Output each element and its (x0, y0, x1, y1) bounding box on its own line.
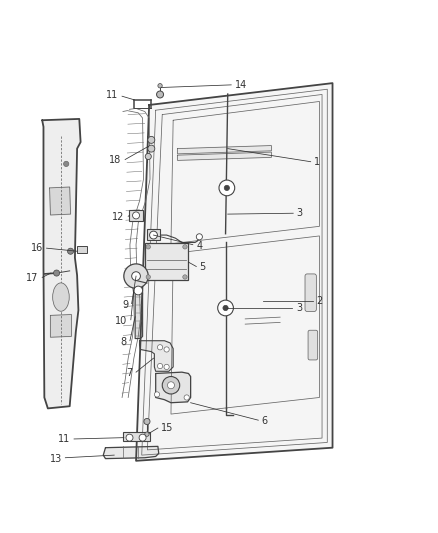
Polygon shape (103, 446, 159, 458)
FancyBboxPatch shape (308, 330, 318, 360)
Circle shape (150, 231, 157, 239)
Circle shape (164, 347, 169, 352)
Circle shape (196, 234, 202, 240)
Circle shape (53, 270, 60, 276)
Circle shape (132, 272, 141, 280)
Text: 18: 18 (110, 156, 122, 165)
Text: 11: 11 (58, 434, 71, 444)
Circle shape (67, 248, 74, 254)
Circle shape (145, 154, 151, 159)
Text: 7: 7 (126, 368, 133, 378)
Circle shape (219, 180, 235, 196)
Polygon shape (42, 119, 81, 408)
Bar (130, 210, 143, 221)
Circle shape (146, 245, 150, 249)
Text: 13: 13 (49, 454, 62, 464)
Polygon shape (177, 146, 272, 154)
Circle shape (126, 434, 133, 441)
Polygon shape (135, 293, 143, 338)
Text: 15: 15 (161, 423, 174, 433)
Text: 1: 1 (314, 157, 320, 167)
Circle shape (148, 136, 155, 143)
Text: 6: 6 (262, 416, 268, 426)
Circle shape (145, 432, 149, 437)
Text: 11: 11 (106, 91, 119, 100)
Text: 3: 3 (297, 208, 303, 218)
Text: 12: 12 (112, 212, 125, 222)
Text: 16: 16 (31, 243, 43, 253)
Circle shape (183, 275, 187, 279)
Polygon shape (49, 187, 71, 215)
Bar (123, 432, 150, 441)
Circle shape (134, 286, 143, 295)
Circle shape (184, 395, 189, 400)
Text: 3: 3 (296, 303, 302, 313)
Bar (77, 246, 87, 253)
Text: 5: 5 (199, 262, 205, 272)
Circle shape (133, 212, 140, 219)
Circle shape (218, 300, 233, 316)
Circle shape (157, 345, 162, 350)
Circle shape (164, 364, 169, 369)
Circle shape (167, 382, 174, 389)
Circle shape (156, 91, 163, 98)
Circle shape (158, 84, 162, 88)
Text: 8: 8 (120, 337, 127, 346)
Circle shape (162, 376, 180, 394)
Text: 2: 2 (316, 296, 322, 306)
Polygon shape (155, 372, 191, 403)
Bar (145, 244, 188, 280)
Text: 4: 4 (196, 240, 202, 251)
Polygon shape (50, 314, 71, 337)
Circle shape (139, 434, 146, 441)
Circle shape (148, 145, 155, 152)
Circle shape (157, 364, 162, 369)
Polygon shape (136, 83, 332, 461)
Text: 17: 17 (26, 273, 39, 283)
Polygon shape (140, 341, 173, 372)
Circle shape (64, 161, 69, 166)
Text: 9: 9 (122, 300, 128, 310)
Circle shape (183, 245, 187, 249)
Polygon shape (177, 152, 272, 160)
Circle shape (223, 305, 228, 311)
Circle shape (124, 264, 148, 288)
Text: 14: 14 (235, 80, 247, 90)
Circle shape (224, 185, 230, 190)
Circle shape (154, 392, 159, 397)
Circle shape (144, 418, 150, 425)
Ellipse shape (53, 283, 69, 311)
Circle shape (146, 275, 150, 279)
Text: 10: 10 (115, 316, 127, 326)
Bar (147, 229, 160, 240)
FancyBboxPatch shape (305, 274, 316, 311)
